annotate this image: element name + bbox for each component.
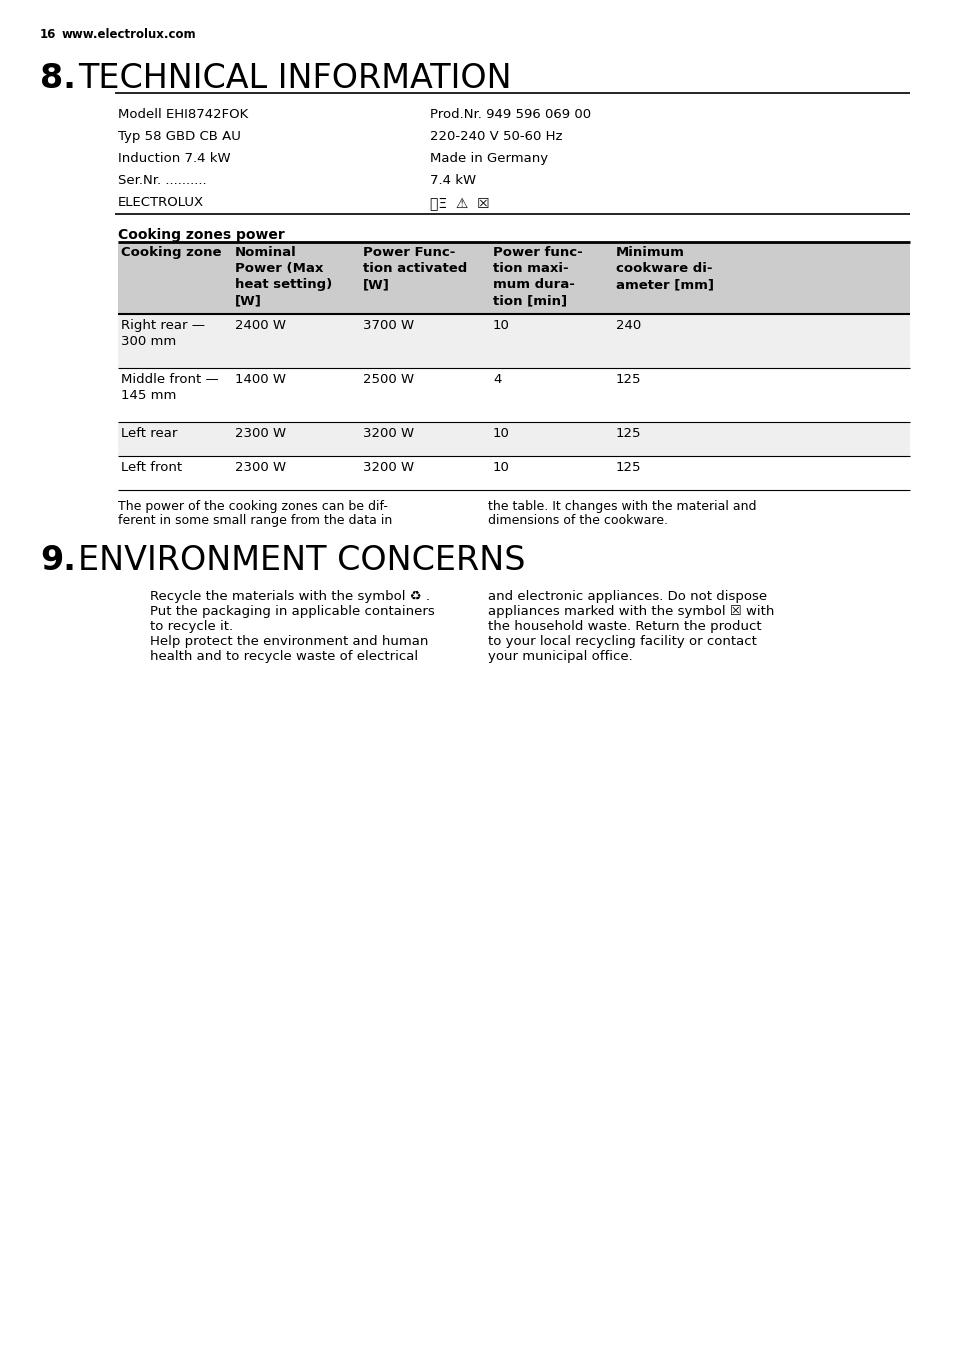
Text: TECHNICAL INFORMATION: TECHNICAL INFORMATION bbox=[78, 62, 511, 95]
Text: 4: 4 bbox=[493, 373, 501, 387]
Text: 3200 W: 3200 W bbox=[363, 427, 414, 439]
Text: Left front: Left front bbox=[121, 461, 182, 475]
Text: Recycle the materials with the symbol ♻ .: Recycle the materials with the symbol ♻ … bbox=[150, 589, 430, 603]
Text: Left rear: Left rear bbox=[121, 427, 177, 439]
Text: your municipal office.: your municipal office. bbox=[488, 650, 632, 662]
Bar bbox=[118, 314, 909, 368]
Text: 125: 125 bbox=[616, 461, 640, 475]
Text: Power func-
tion maxi-
mum dura-
tion [min]: Power func- tion maxi- mum dura- tion [m… bbox=[493, 246, 582, 307]
Text: 240: 240 bbox=[616, 319, 640, 333]
Text: and electronic appliances. Do not dispose: and electronic appliances. Do not dispos… bbox=[488, 589, 766, 603]
Text: The power of the cooking zones can be dif-: The power of the cooking zones can be di… bbox=[118, 500, 388, 512]
Bar bbox=[118, 422, 909, 456]
Text: ⒸΞ  ⚠  ☒: ⒸΞ ⚠ ☒ bbox=[430, 196, 489, 210]
Text: ELECTROLUX: ELECTROLUX bbox=[118, 196, 204, 210]
Text: 10: 10 bbox=[493, 319, 509, 333]
Text: the household waste. Return the product: the household waste. Return the product bbox=[488, 621, 760, 633]
Text: to your local recycling facility or contact: to your local recycling facility or cont… bbox=[488, 635, 756, 648]
Bar bbox=[118, 368, 909, 422]
Text: 2300 W: 2300 W bbox=[234, 461, 286, 475]
Text: to recycle it.: to recycle it. bbox=[150, 621, 233, 633]
Text: 2400 W: 2400 W bbox=[234, 319, 286, 333]
Text: 2300 W: 2300 W bbox=[234, 427, 286, 439]
Text: Induction 7.4 kW: Induction 7.4 kW bbox=[118, 151, 231, 165]
Bar bbox=[118, 242, 909, 314]
Text: www.electrolux.com: www.electrolux.com bbox=[62, 28, 196, 41]
Text: 220-240 V 50-60 Hz: 220-240 V 50-60 Hz bbox=[430, 130, 562, 143]
Text: Nominal
Power (Max
heat setting)
[W]: Nominal Power (Max heat setting) [W] bbox=[234, 246, 332, 307]
Text: 2500 W: 2500 W bbox=[363, 373, 414, 387]
Text: Minimum
cookware di-
ameter [mm]: Minimum cookware di- ameter [mm] bbox=[616, 246, 713, 291]
Text: Ser.Nr. ..........: Ser.Nr. .......... bbox=[118, 174, 207, 187]
Text: 3200 W: 3200 W bbox=[363, 461, 414, 475]
Text: Made in Germany: Made in Germany bbox=[430, 151, 548, 165]
Text: ferent in some small range from the data in: ferent in some small range from the data… bbox=[118, 514, 392, 527]
Text: ENVIRONMENT CONCERNS: ENVIRONMENT CONCERNS bbox=[78, 544, 525, 577]
Text: Middle front —
145 mm: Middle front — 145 mm bbox=[121, 373, 218, 402]
Text: dimensions of the cookware.: dimensions of the cookware. bbox=[488, 514, 667, 527]
Text: Right rear —
300 mm: Right rear — 300 mm bbox=[121, 319, 205, 347]
Text: 125: 125 bbox=[616, 427, 640, 439]
Text: Power Func-
tion activated
[W]: Power Func- tion activated [W] bbox=[363, 246, 467, 291]
Text: appliances marked with the symbol ☒ with: appliances marked with the symbol ☒ with bbox=[488, 604, 774, 618]
Text: Cooking zones power: Cooking zones power bbox=[118, 228, 284, 242]
Text: Put the packaging in applicable containers: Put the packaging in applicable containe… bbox=[150, 604, 435, 618]
Text: Cooking zone: Cooking zone bbox=[121, 246, 221, 260]
Bar bbox=[118, 456, 909, 489]
Text: Typ 58 GBD CB AU: Typ 58 GBD CB AU bbox=[118, 130, 240, 143]
Text: 10: 10 bbox=[493, 427, 509, 439]
Text: Prod.Nr. 949 596 069 00: Prod.Nr. 949 596 069 00 bbox=[430, 108, 591, 120]
Text: Help protect the environment and human: Help protect the environment and human bbox=[150, 635, 428, 648]
Text: 125: 125 bbox=[616, 373, 640, 387]
Text: 3700 W: 3700 W bbox=[363, 319, 414, 333]
Text: 10: 10 bbox=[493, 461, 509, 475]
Text: 9.: 9. bbox=[40, 544, 76, 577]
Text: 16: 16 bbox=[40, 28, 56, 41]
Text: Modell EHI8742FOK: Modell EHI8742FOK bbox=[118, 108, 248, 120]
Text: 1400 W: 1400 W bbox=[234, 373, 286, 387]
Text: the table. It changes with the material and: the table. It changes with the material … bbox=[488, 500, 756, 512]
Text: 7.4 kW: 7.4 kW bbox=[430, 174, 476, 187]
Text: health and to recycle waste of electrical: health and to recycle waste of electrica… bbox=[150, 650, 417, 662]
Text: 8.: 8. bbox=[40, 62, 76, 95]
